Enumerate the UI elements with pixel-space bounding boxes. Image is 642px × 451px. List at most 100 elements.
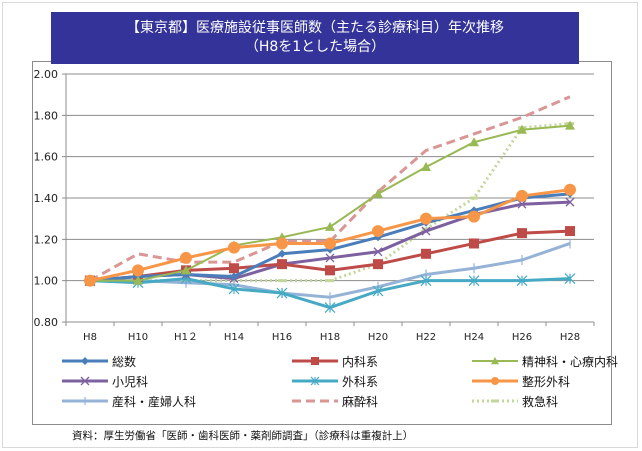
x-tick-label: H14 — [224, 332, 244, 343]
x-tick-label: H18 — [320, 332, 340, 343]
marker-star — [310, 376, 320, 386]
marker-circle — [420, 212, 432, 225]
marker-square — [469, 238, 479, 249]
marker-diamond — [230, 272, 238, 281]
marker-circle — [516, 189, 528, 202]
y-tick-label: 0.80 — [34, 316, 59, 329]
marker-triangle — [565, 120, 575, 130]
legend-label: 精神科・心療内科 — [522, 354, 619, 369]
y-tick-label: 1.80 — [34, 109, 59, 122]
x-tick-label: H1２ — [174, 332, 198, 343]
chart-frame — [32, 61, 612, 425]
marker-circle — [372, 225, 384, 238]
series-line — [89, 95, 571, 282]
marker-x — [517, 199, 527, 209]
marker-triangle — [517, 124, 527, 134]
marker-star — [276, 287, 288, 299]
legend-swatch — [472, 357, 518, 365]
marker-diamond — [81, 357, 89, 365]
x-tick-label: H28 — [560, 332, 580, 343]
x-tick-label: H22 — [416, 332, 436, 343]
marker-dash — [470, 196, 478, 200]
marker-triangle — [491, 357, 499, 365]
y-tick-label: 1.60 — [34, 151, 59, 164]
legend-swatch — [62, 357, 108, 365]
legend-label: 整形外科 — [522, 374, 571, 389]
marker-star — [420, 275, 432, 287]
marker-dash — [278, 279, 286, 283]
x-tick-label: H24 — [464, 332, 484, 343]
marker-circle — [564, 183, 576, 196]
legend-item: 内科系 — [290, 352, 378, 370]
marker-x — [80, 376, 90, 386]
legend-item: 小児科 — [60, 372, 148, 390]
marker-x — [325, 253, 335, 263]
x-tick-label: H26 — [512, 332, 532, 343]
legend-item: 総数 — [60, 352, 136, 370]
marker-triangle — [421, 162, 431, 171]
y-tick-label: 1.20 — [34, 233, 59, 246]
marker-star — [228, 283, 240, 295]
series-5 — [84, 183, 576, 287]
marker-star — [324, 302, 336, 313]
x-tick-label: H10 — [128, 332, 148, 343]
series-group — [84, 95, 576, 313]
legend-label: 外科系 — [342, 374, 379, 389]
marker-square — [373, 259, 383, 270]
marker-square — [311, 357, 319, 365]
marker-triangle — [373, 188, 383, 198]
marker-circle — [84, 274, 96, 287]
marker-triangle — [133, 275, 143, 285]
marker-star — [372, 285, 384, 297]
legend-swatch — [62, 376, 108, 386]
y-tick-label: 2.00 — [34, 68, 59, 81]
marker-diamond — [278, 249, 286, 258]
legend-label: 小児科 — [112, 374, 149, 389]
marker-square — [325, 265, 335, 276]
marker-circle — [324, 237, 336, 250]
marker-circle — [180, 251, 192, 264]
chart-title-line1: 【東京都】医療施設従事医師数（主たる診療科目）年次推移 — [126, 20, 504, 36]
x-tick-label: H8 — [83, 332, 97, 343]
marker-x — [373, 247, 383, 257]
marker-x — [421, 226, 431, 236]
legend-label: 内科系 — [342, 354, 379, 369]
legend-label: 総数 — [112, 354, 137, 369]
marker-square — [421, 248, 431, 259]
legend-swatch — [292, 399, 338, 403]
y-tick-label: 1.40 — [34, 192, 59, 205]
legend-item: 救急科 — [470, 392, 558, 410]
marker-square — [565, 226, 575, 237]
x-tick-label: H16 — [272, 332, 292, 343]
legend-swatch — [62, 397, 108, 405]
legend-item: 麻酔科 — [290, 392, 378, 410]
marker-triangle — [325, 221, 335, 231]
legend-swatch — [292, 357, 338, 365]
marker-x — [565, 197, 575, 207]
legend-label: 救急科 — [522, 394, 559, 409]
y-tick-label: 1.00 — [34, 275, 59, 288]
marker-dash — [422, 227, 430, 231]
source-note: 資料：厚生労働省「医師・歯科医師・薬剤師調査」（診療科は重複計上） — [72, 430, 414, 442]
marker-circle — [132, 264, 144, 277]
legend-item: 整形外科 — [470, 372, 570, 390]
chart-title-line2: （H8を1とした場合） — [244, 39, 386, 55]
marker-star — [564, 273, 576, 285]
marker-circle — [491, 377, 499, 385]
chart-title-box: 【東京都】医療施設従事医師数（主たる診療科目）年次推移 （H8を1とした場合） — [51, 12, 579, 64]
legend-swatch — [472, 377, 518, 385]
legend: 総数 内科系 精神科・心療内科小児科 外科系 整形外科産科・産婦人科 麻酔科 救急科 — [60, 352, 620, 422]
marker-square — [277, 259, 287, 270]
legend-item: 精神科・心療内科 — [470, 352, 618, 370]
legend-label: 産科・産婦人科 — [112, 394, 197, 409]
axes: 0.80 1.00 1.20 1.40 1.60 1.80 2.00 H8 H10 H1２ H14 H… — [34, 68, 595, 343]
marker-star — [468, 275, 480, 287]
series-7 — [89, 95, 571, 282]
marker-square — [517, 228, 527, 239]
marker-triangle — [181, 265, 191, 275]
legend-label: 麻酔科 — [342, 394, 379, 409]
marker-star — [516, 275, 528, 287]
gridlines — [62, 73, 594, 323]
marker-dash — [491, 399, 499, 403]
